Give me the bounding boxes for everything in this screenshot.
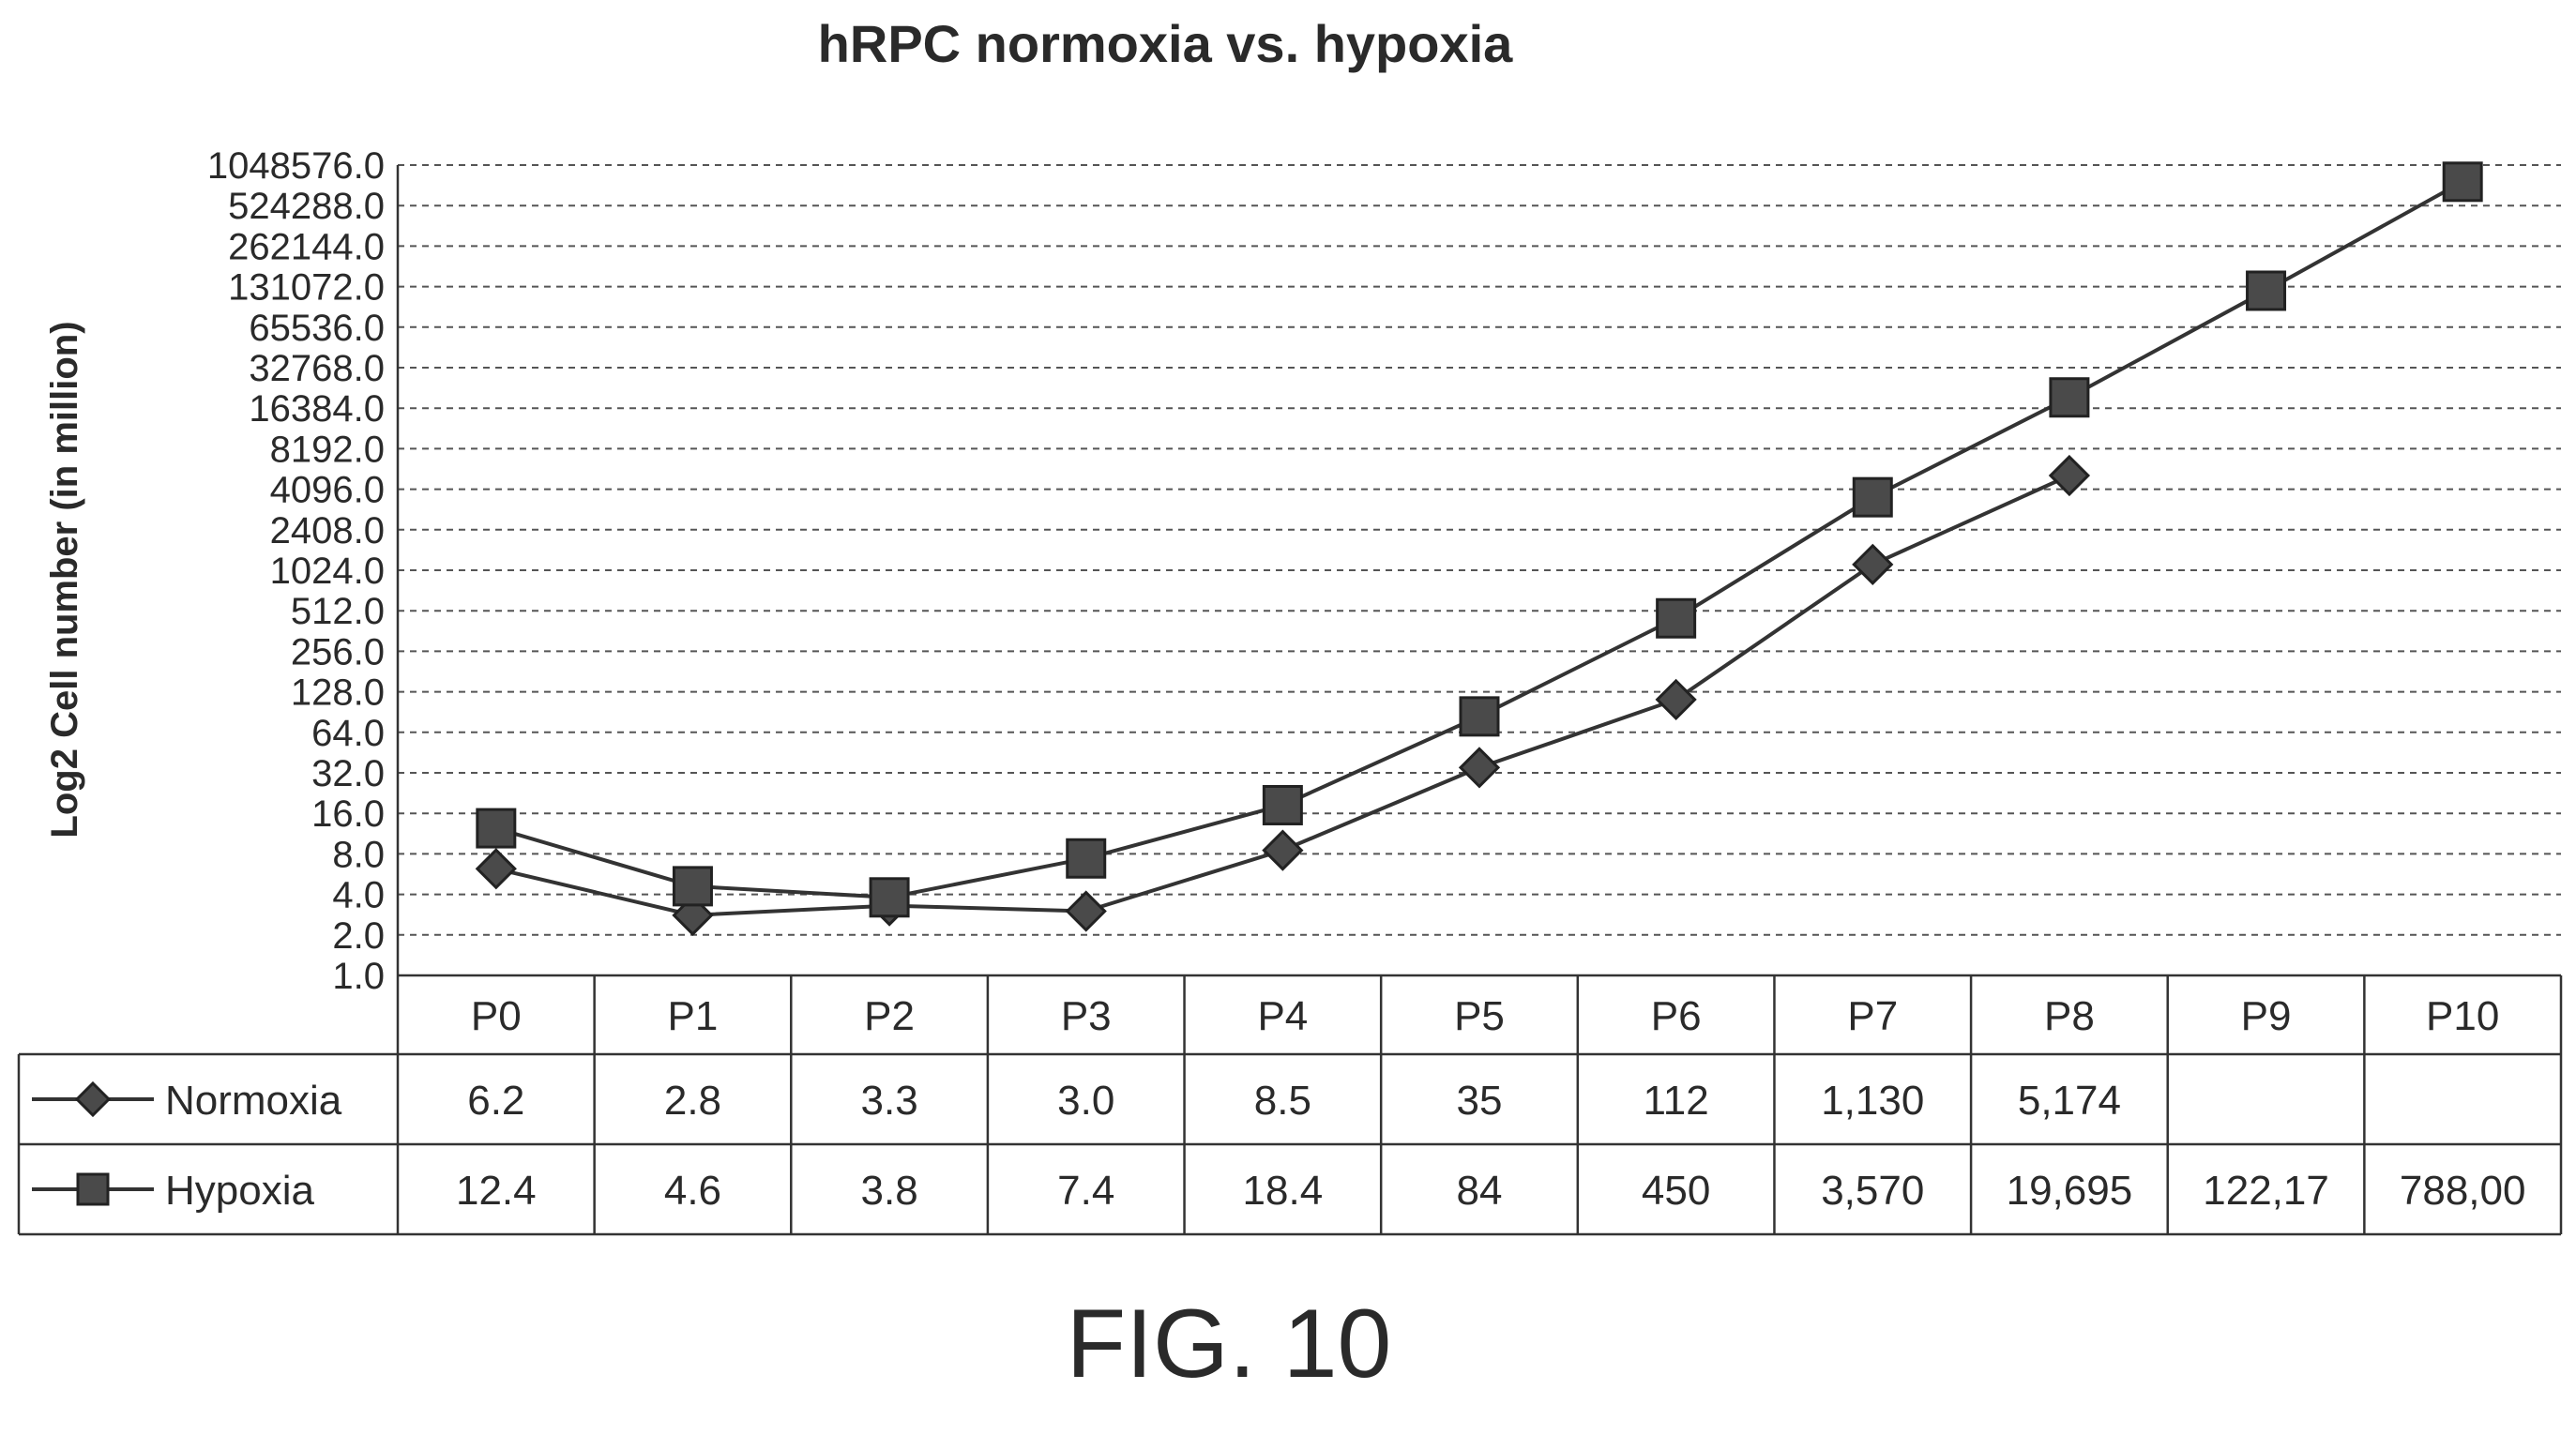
hypoxia-point <box>1066 838 1107 879</box>
normoxia-point <box>1458 747 1501 789</box>
normoxia-point <box>1852 543 1894 585</box>
normoxia-point <box>1262 829 1304 871</box>
category-label: P9 <box>2241 993 2292 1039</box>
data-table: P0 P1 P2 P3 P4 P5 P6 P7 P8 P9 P10 Normoxia 6.2 2.8 3.3… <box>17 974 2563 1236</box>
hypoxia-point <box>869 877 910 918</box>
table-value: 8.5 <box>1254 1078 1311 1124</box>
category-label: P10 <box>2426 993 2499 1039</box>
y-tick-label: 8192.0 <box>270 429 385 470</box>
table-value: 3.8 <box>861 1168 918 1214</box>
y-tick-label: 262144.0 <box>228 226 385 267</box>
table-value: 84 <box>1457 1168 1503 1214</box>
gridlines <box>396 164 2561 975</box>
category-label: P5 <box>1454 993 1505 1039</box>
hypoxia-point <box>672 866 713 907</box>
table-value: 6.2 <box>467 1078 524 1124</box>
table-value: 2.8 <box>664 1078 721 1124</box>
y-tick-label: 32768.0 <box>249 348 385 389</box>
table-value: 788,00 <box>2400 1168 2526 1214</box>
category-label: P8 <box>2044 993 2095 1039</box>
y-tick-label: 65536.0 <box>249 308 385 349</box>
y-tick-labels: 1.02.04.08.016.032.064.0128.0256.0512.01… <box>207 145 385 997</box>
y-tick-label: 256.0 <box>291 631 385 672</box>
hypoxia-point <box>1852 476 1893 518</box>
normoxia-point <box>74 1080 112 1118</box>
table-value: 5,174 <box>2018 1078 2121 1124</box>
table-value: 7.4 <box>1057 1168 1114 1214</box>
y-tick-label: 32.0 <box>311 753 385 794</box>
y-tick-label: 2.0 <box>332 915 385 957</box>
category-label: P2 <box>864 993 915 1039</box>
hypoxia-point <box>476 808 517 849</box>
y-tick-label: 512.0 <box>291 591 385 632</box>
category-label: P1 <box>668 993 719 1039</box>
hypoxia-point <box>2246 270 2287 311</box>
series-lines <box>475 161 2483 936</box>
y-tick-label: 2408.0 <box>270 510 385 551</box>
legend-label: Normoxia <box>165 1078 342 1124</box>
table-value: 18.4 <box>1243 1168 1324 1214</box>
y-tick-label: 64.0 <box>311 713 385 754</box>
y-tick-label: 131072.0 <box>228 267 385 309</box>
table-value: 3.0 <box>1057 1078 1114 1124</box>
hypoxia-point <box>2442 161 2483 203</box>
table-value: 4.6 <box>664 1168 721 1214</box>
table-value: 12.4 <box>456 1168 537 1214</box>
category-label: P3 <box>1061 993 1112 1039</box>
normoxia-point <box>475 848 517 890</box>
table-value: 450 <box>1642 1168 1710 1214</box>
y-tick-label: 1.0 <box>332 956 385 997</box>
hypoxia-point <box>1262 784 1303 825</box>
category-label: P7 <box>1847 993 1898 1039</box>
y-tick-label: 4.0 <box>332 875 385 916</box>
normoxia-point <box>1655 678 1697 721</box>
hypoxia-series-line <box>495 180 2464 899</box>
table-value: 1,130 <box>1821 1078 1924 1124</box>
normoxia-point <box>2048 454 2091 497</box>
hypoxia-point <box>2049 377 2090 418</box>
y-tick-label: 524288.0 <box>228 186 385 227</box>
chart-title: hRPC normoxia vs. hypoxia <box>818 14 1513 73</box>
category-label: P6 <box>1651 993 1702 1039</box>
table-value: 3,570 <box>1821 1168 1924 1214</box>
figure-label: FIG. 10 <box>1067 1290 1392 1398</box>
table-value: 3.3 <box>861 1078 918 1124</box>
y-tick-label: 1024.0 <box>270 551 385 592</box>
category-label: P4 <box>1257 993 1308 1039</box>
legend-label: Hypoxia <box>165 1168 314 1214</box>
hypoxia-point <box>1656 597 1697 639</box>
table-value: 35 <box>1457 1078 1503 1124</box>
y-axis-label: Log2 Cell number (in million) <box>44 321 85 838</box>
y-tick-label: 4096.0 <box>270 470 385 511</box>
normoxia-point <box>1065 890 1107 932</box>
y-tick-label: 16.0 <box>311 793 385 835</box>
table-value: 112 <box>1644 1078 1709 1124</box>
y-tick-label: 8.0 <box>332 834 385 875</box>
y-tick-label: 16384.0 <box>249 388 385 430</box>
y-tick-label: 128.0 <box>291 672 385 714</box>
hypoxia-point <box>1459 696 1500 737</box>
table-value: 19,695 <box>2007 1168 2133 1214</box>
hypoxia-point <box>76 1172 110 1206</box>
category-label: P0 <box>471 993 522 1039</box>
table-value: 122,17 <box>2203 1168 2329 1214</box>
y-tick-label: 1048576.0 <box>207 145 385 187</box>
